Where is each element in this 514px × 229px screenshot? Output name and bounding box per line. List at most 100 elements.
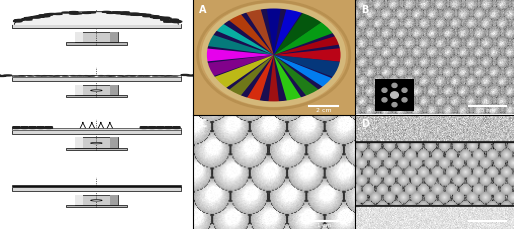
Circle shape bbox=[159, 76, 167, 77]
Circle shape bbox=[24, 19, 32, 20]
Circle shape bbox=[90, 142, 102, 144]
Wedge shape bbox=[245, 8, 273, 55]
Text: 1 μm: 1 μm bbox=[317, 223, 331, 228]
Circle shape bbox=[23, 18, 32, 19]
Circle shape bbox=[402, 98, 407, 102]
Bar bbox=[11, 75, 181, 77]
Circle shape bbox=[135, 14, 143, 15]
Circle shape bbox=[89, 75, 97, 76]
Circle shape bbox=[129, 76, 137, 77]
Wedge shape bbox=[207, 34, 273, 55]
Bar bbox=[11, 187, 181, 188]
Bar bbox=[11, 128, 181, 130]
Text: A: A bbox=[199, 5, 207, 15]
Circle shape bbox=[54, 75, 62, 76]
Circle shape bbox=[13, 21, 22, 22]
Circle shape bbox=[171, 76, 178, 77]
Circle shape bbox=[62, 76, 69, 77]
Bar bbox=[11, 24, 181, 29]
Circle shape bbox=[117, 76, 125, 77]
Wedge shape bbox=[273, 8, 302, 55]
Circle shape bbox=[172, 22, 181, 23]
Circle shape bbox=[16, 19, 24, 20]
Circle shape bbox=[46, 75, 53, 76]
Bar bbox=[11, 77, 181, 78]
Wedge shape bbox=[228, 13, 273, 55]
Circle shape bbox=[193, 75, 200, 76]
Circle shape bbox=[151, 16, 159, 17]
Circle shape bbox=[151, 75, 159, 76]
Circle shape bbox=[148, 127, 156, 128]
Circle shape bbox=[70, 76, 78, 77]
Circle shape bbox=[152, 76, 160, 77]
Circle shape bbox=[170, 20, 178, 21]
Bar bbox=[11, 24, 181, 28]
Bar bbox=[11, 185, 181, 187]
Circle shape bbox=[41, 75, 48, 76]
Bar bbox=[75, 32, 83, 42]
Circle shape bbox=[113, 12, 121, 13]
Circle shape bbox=[198, 75, 207, 76]
Circle shape bbox=[40, 15, 48, 16]
Bar bbox=[11, 130, 181, 134]
Circle shape bbox=[97, 75, 105, 76]
Wedge shape bbox=[246, 55, 273, 102]
Circle shape bbox=[61, 75, 68, 76]
Circle shape bbox=[138, 14, 146, 15]
Bar bbox=[66, 205, 127, 207]
Bar bbox=[66, 42, 127, 45]
Circle shape bbox=[87, 76, 95, 77]
Circle shape bbox=[170, 19, 178, 20]
Circle shape bbox=[173, 127, 180, 128]
Circle shape bbox=[87, 12, 96, 13]
Circle shape bbox=[153, 17, 162, 18]
Circle shape bbox=[187, 75, 195, 76]
Circle shape bbox=[70, 13, 79, 14]
Circle shape bbox=[104, 76, 112, 77]
Circle shape bbox=[104, 75, 112, 76]
Circle shape bbox=[69, 13, 78, 14]
Circle shape bbox=[22, 18, 30, 19]
Circle shape bbox=[140, 127, 148, 128]
Circle shape bbox=[156, 127, 164, 128]
Circle shape bbox=[392, 103, 397, 107]
Wedge shape bbox=[213, 55, 273, 89]
Wedge shape bbox=[273, 55, 320, 97]
Bar bbox=[75, 85, 118, 95]
Circle shape bbox=[125, 75, 133, 76]
Circle shape bbox=[142, 14, 151, 15]
Circle shape bbox=[32, 17, 41, 18]
Wedge shape bbox=[273, 55, 302, 102]
Circle shape bbox=[82, 12, 91, 14]
Circle shape bbox=[27, 76, 35, 77]
Circle shape bbox=[48, 76, 56, 77]
Circle shape bbox=[12, 76, 20, 77]
Circle shape bbox=[45, 127, 52, 128]
Circle shape bbox=[53, 76, 61, 77]
Text: 5 nm: 5 nm bbox=[481, 108, 495, 113]
Circle shape bbox=[38, 15, 47, 16]
Circle shape bbox=[181, 74, 189, 75]
Circle shape bbox=[90, 200, 102, 201]
Circle shape bbox=[42, 16, 50, 17]
Circle shape bbox=[24, 17, 33, 19]
Polygon shape bbox=[14, 12, 178, 24]
Circle shape bbox=[77, 76, 84, 77]
Circle shape bbox=[36, 16, 44, 17]
Circle shape bbox=[143, 75, 151, 76]
Circle shape bbox=[143, 76, 151, 77]
Circle shape bbox=[204, 75, 212, 76]
Circle shape bbox=[44, 14, 52, 15]
Circle shape bbox=[131, 14, 139, 15]
Wedge shape bbox=[206, 48, 273, 62]
Text: 5 nm: 5 nm bbox=[481, 223, 495, 228]
Circle shape bbox=[402, 88, 407, 92]
Circle shape bbox=[130, 75, 137, 76]
Circle shape bbox=[131, 14, 139, 15]
Text: D: D bbox=[361, 119, 369, 129]
Bar bbox=[110, 85, 118, 95]
Circle shape bbox=[83, 76, 91, 77]
Circle shape bbox=[76, 75, 83, 76]
Circle shape bbox=[74, 13, 82, 14]
Circle shape bbox=[21, 127, 28, 128]
